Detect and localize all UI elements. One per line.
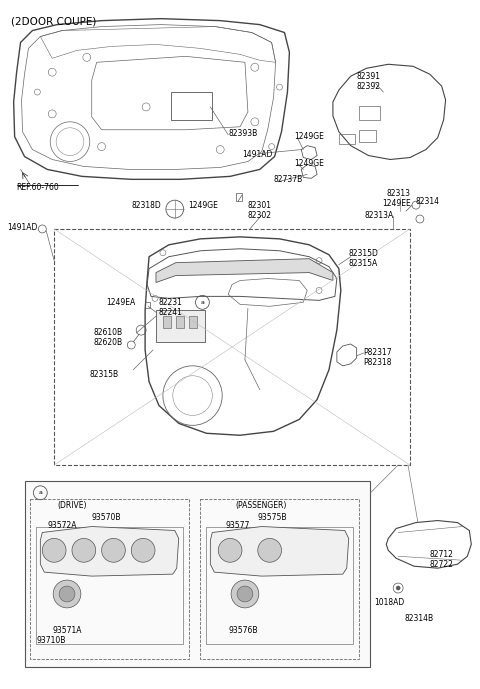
- Text: 82302: 82302: [248, 211, 272, 220]
- Bar: [236, 193, 242, 201]
- Text: 93575B: 93575B: [258, 513, 288, 522]
- Circle shape: [131, 538, 155, 562]
- Text: 1491AD: 1491AD: [7, 223, 37, 232]
- Text: 1249GE: 1249GE: [294, 132, 324, 141]
- Text: P82317: P82317: [363, 348, 392, 357]
- Text: 82314B: 82314B: [404, 614, 433, 623]
- Text: 82315A: 82315A: [349, 258, 378, 268]
- Text: 82393B: 82393B: [228, 129, 257, 138]
- Text: 93572A: 93572A: [47, 521, 77, 530]
- Bar: [30, 499, 189, 659]
- Text: 82314: 82314: [416, 197, 440, 206]
- Circle shape: [72, 538, 96, 562]
- Text: 1491AD: 1491AD: [242, 150, 272, 158]
- Text: 82315B: 82315B: [90, 370, 119, 379]
- Circle shape: [102, 538, 125, 562]
- Bar: [176, 316, 184, 328]
- Bar: [156, 310, 205, 342]
- Text: 82610B: 82610B: [94, 328, 123, 337]
- Text: 1249GE: 1249GE: [294, 158, 324, 167]
- Text: 1249GE: 1249GE: [189, 201, 218, 210]
- Circle shape: [59, 586, 75, 602]
- Bar: [24, 481, 371, 668]
- Bar: [201, 499, 359, 659]
- Text: 82313A: 82313A: [364, 211, 394, 220]
- Text: 93577: 93577: [225, 521, 250, 530]
- Text: (PASSENGER): (PASSENGER): [235, 501, 287, 510]
- Bar: [163, 316, 171, 328]
- Polygon shape: [210, 526, 349, 576]
- Circle shape: [218, 538, 242, 562]
- Text: 82392: 82392: [357, 82, 381, 91]
- Text: 82318D: 82318D: [131, 201, 161, 210]
- Circle shape: [231, 580, 259, 608]
- Text: (2DOOR COUPE): (2DOOR COUPE): [11, 17, 96, 27]
- Text: 82241: 82241: [159, 308, 183, 318]
- Text: 93571A: 93571A: [52, 626, 82, 635]
- Text: 82737B: 82737B: [274, 176, 303, 185]
- Polygon shape: [156, 258, 333, 282]
- Bar: [339, 134, 355, 143]
- Text: 82315D: 82315D: [349, 249, 379, 258]
- Text: 82301: 82301: [248, 201, 272, 210]
- Circle shape: [258, 538, 281, 562]
- Bar: [54, 229, 410, 465]
- Circle shape: [42, 538, 66, 562]
- Circle shape: [396, 586, 400, 590]
- Bar: [36, 526, 183, 644]
- Text: 82231: 82231: [159, 298, 183, 307]
- Bar: [171, 92, 212, 120]
- Bar: [189, 316, 196, 328]
- Text: 93710B: 93710B: [36, 636, 66, 645]
- Text: a: a: [201, 300, 204, 305]
- Text: a: a: [38, 491, 42, 495]
- Text: 82620B: 82620B: [94, 338, 123, 347]
- Text: 82391: 82391: [357, 72, 381, 81]
- Bar: [359, 130, 376, 142]
- Text: 1249EE: 1249EE: [383, 199, 411, 208]
- Text: 82712: 82712: [430, 551, 454, 559]
- Circle shape: [237, 586, 253, 602]
- Bar: [206, 526, 353, 644]
- Text: 82722: 82722: [430, 560, 454, 569]
- Text: 82313: 82313: [386, 189, 410, 198]
- Text: 1018AD: 1018AD: [374, 598, 405, 607]
- Text: P82318: P82318: [363, 358, 392, 367]
- Text: 93576B: 93576B: [228, 626, 258, 635]
- Circle shape: [53, 580, 81, 608]
- Bar: [145, 302, 150, 308]
- Text: REF.60-760: REF.60-760: [17, 183, 60, 192]
- Text: 93570B: 93570B: [92, 513, 121, 522]
- Text: (DRIVE): (DRIVE): [57, 501, 87, 510]
- Polygon shape: [40, 526, 179, 576]
- Bar: [359, 106, 380, 120]
- Text: 1249EA: 1249EA: [107, 298, 136, 307]
